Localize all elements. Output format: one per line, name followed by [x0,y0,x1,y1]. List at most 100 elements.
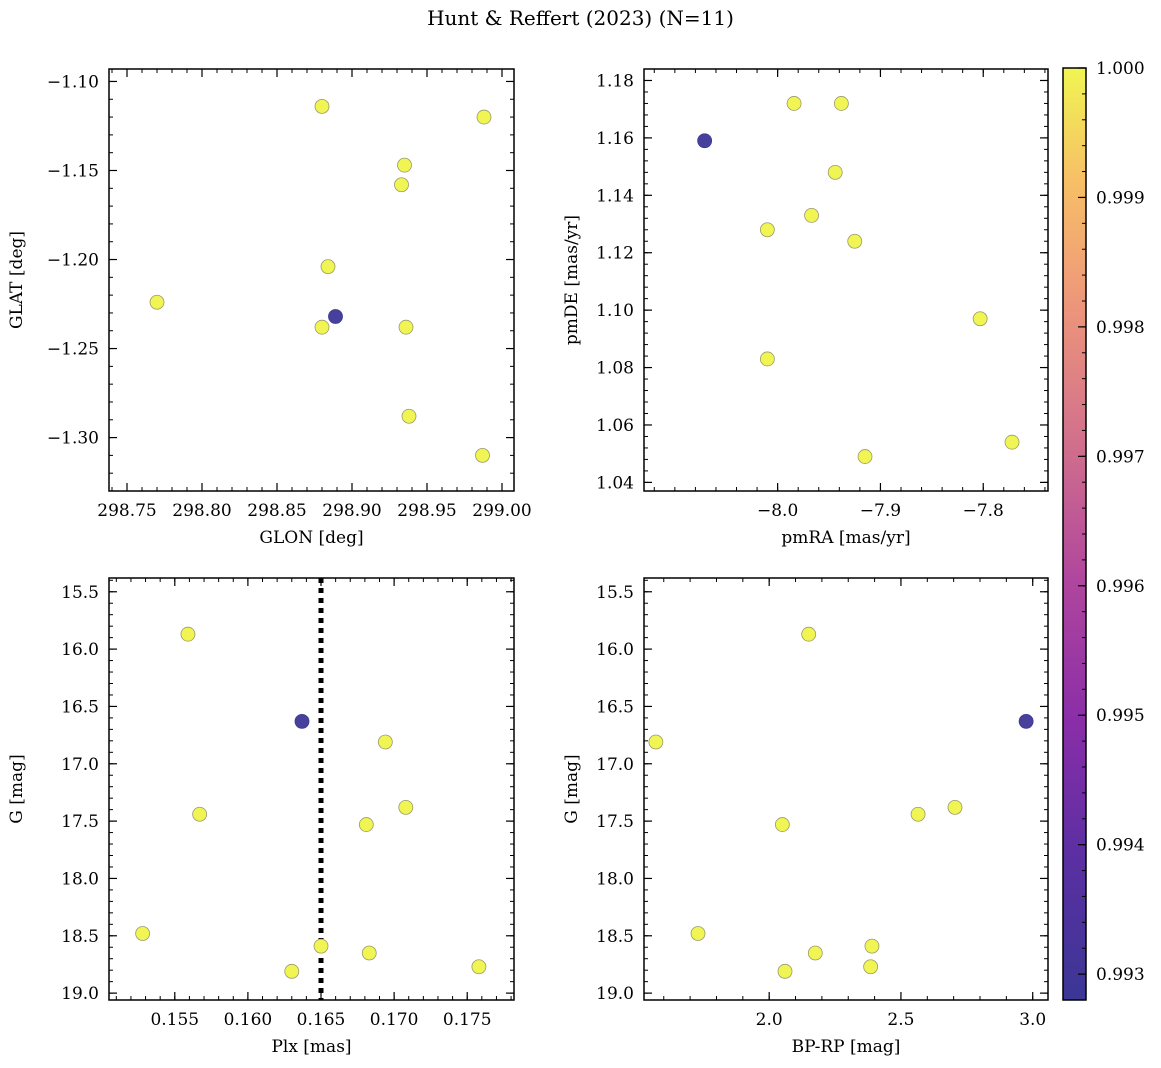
x-tick-label: 298.80 [172,501,231,521]
data-point [864,938,880,954]
x-tick-label: 0.165 [297,1010,346,1030]
y-tick-label: 1.06 [596,416,634,436]
data-point [759,222,775,238]
data-point [294,713,310,729]
y-tick-label: 19.0 [61,984,99,1004]
colorbar-tick-label: 0.996 [1096,577,1145,597]
data-point [947,799,963,815]
y-tick-label: −1.30 [47,429,99,449]
panel-4: 2.0 2.5 3.0 15.5 16.0 16.5 17.0 17.5 18.0 18.5 19.… [562,577,1049,1057]
x-tick-label: 0.175 [443,1010,492,1030]
y-tick-label: 18.0 [61,869,99,889]
y-tick-label: 16.0 [61,640,99,660]
axes-frame [643,68,1049,492]
x-tick-label: 298.95 [397,501,456,521]
data-point [786,96,802,111]
x-tick-label: 0.170 [370,1010,419,1030]
y-tick-label: 1.10 [596,301,634,321]
data-point [401,408,417,424]
data-point [910,806,926,822]
x-tick-label: 0.155 [150,1010,199,1030]
y-tick-label: 1.08 [596,359,634,379]
colorbar-tick-label: 0.993 [1096,965,1145,985]
colorbar-tick-label: 0.999 [1096,188,1145,208]
y-tick-label: 15.5 [61,583,99,603]
data-point [471,959,487,975]
x-tick-label: 2.5 [887,1010,914,1030]
colorbar-tick-label: 0.995 [1096,706,1145,726]
x-axis-label: BP-RP [mag] [792,1037,901,1057]
data-point [328,309,343,324]
y-tick-label: −1.15 [47,161,99,181]
x-tick-label: 298.85 [247,501,306,521]
data-point [759,351,775,367]
colorbar-tick-label: 0.997 [1096,447,1145,467]
data-point [847,233,863,249]
panel-3: 0.155 0.160 0.165 0.170 0.175 15.5 16.0 16.5 17.… [7,577,515,1057]
data-point [1018,713,1034,729]
data-point [180,626,196,642]
data-point [1004,434,1020,450]
x-tick-label: 2.0 [756,1010,783,1030]
x-axis-label: GLON [deg] [259,528,363,548]
y-tick-label: 1.04 [596,473,634,493]
colorbar-tick-label: 0.998 [1096,318,1145,338]
data-point [476,109,492,125]
x-axis-label: pmRA [mas/yr] [781,528,910,548]
axes-frame [643,577,1049,1001]
y-tick-label: 1.18 [596,71,634,91]
data-point [807,945,823,961]
x-axis-label: Plx [mas] [271,1037,351,1057]
y-tick-label: 17.0 [61,755,99,775]
data-point [801,626,817,642]
data-point [313,938,329,954]
colorbar-tick-label: 1.000 [1096,59,1145,79]
colorbar-tick-label: 0.994 [1096,836,1145,856]
y-tick-label: 1.14 [596,186,634,206]
colorbar: 0.993 0.994 0.995 0.996 0.997 0.998 0.999 1.000 [1062,59,1145,1001]
y-tick-label: 17.0 [596,755,634,775]
data-point [149,294,165,310]
x-tick-label: 298.75 [97,501,156,521]
data-point [475,447,490,463]
y-tick-label: 16.5 [596,697,634,717]
x-tick-label: 3.0 [1019,1010,1046,1030]
data-point [804,208,819,223]
data-point [397,157,412,173]
y-tick-label: 18.5 [596,927,634,947]
figure-title: Hunt & Reffert (2023) (N=11) [427,6,734,30]
data-point [314,319,330,335]
y-tick-label: −1.20 [47,251,99,271]
data-point [777,963,793,979]
x-tick-label: 0.160 [224,1010,273,1030]
axes-frame [108,577,515,1001]
y-tick-label: 15.5 [596,583,634,603]
y-axis-label: G [mag] [7,754,27,823]
axes-frame [108,68,515,492]
y-tick-label: 1.12 [596,244,634,264]
data-point [284,963,300,979]
y-tick-label: −1.10 [47,72,99,92]
x-tick-label: −8.0 [757,501,798,521]
data-point [972,311,988,327]
x-tick-label: −7.8 [963,501,1004,521]
data-point [398,799,414,815]
data-point [394,177,409,193]
data-point [774,817,790,832]
data-point [857,449,873,464]
data-point [690,926,706,941]
y-axis-label: GLAT [deg] [7,231,27,329]
x-tick-label: −7.9 [860,501,901,521]
data-point [377,734,393,750]
x-tick-label: 299.00 [472,501,531,521]
y-tick-label: 18.0 [596,869,634,889]
data-point [361,945,377,961]
y-tick-label: 1.16 [596,129,634,149]
data-point [314,98,330,114]
data-point [863,959,879,975]
y-tick-label: 17.5 [596,812,634,832]
y-axis-label: G [mag] [562,754,582,823]
data-point [358,817,374,832]
data-point [697,133,713,149]
